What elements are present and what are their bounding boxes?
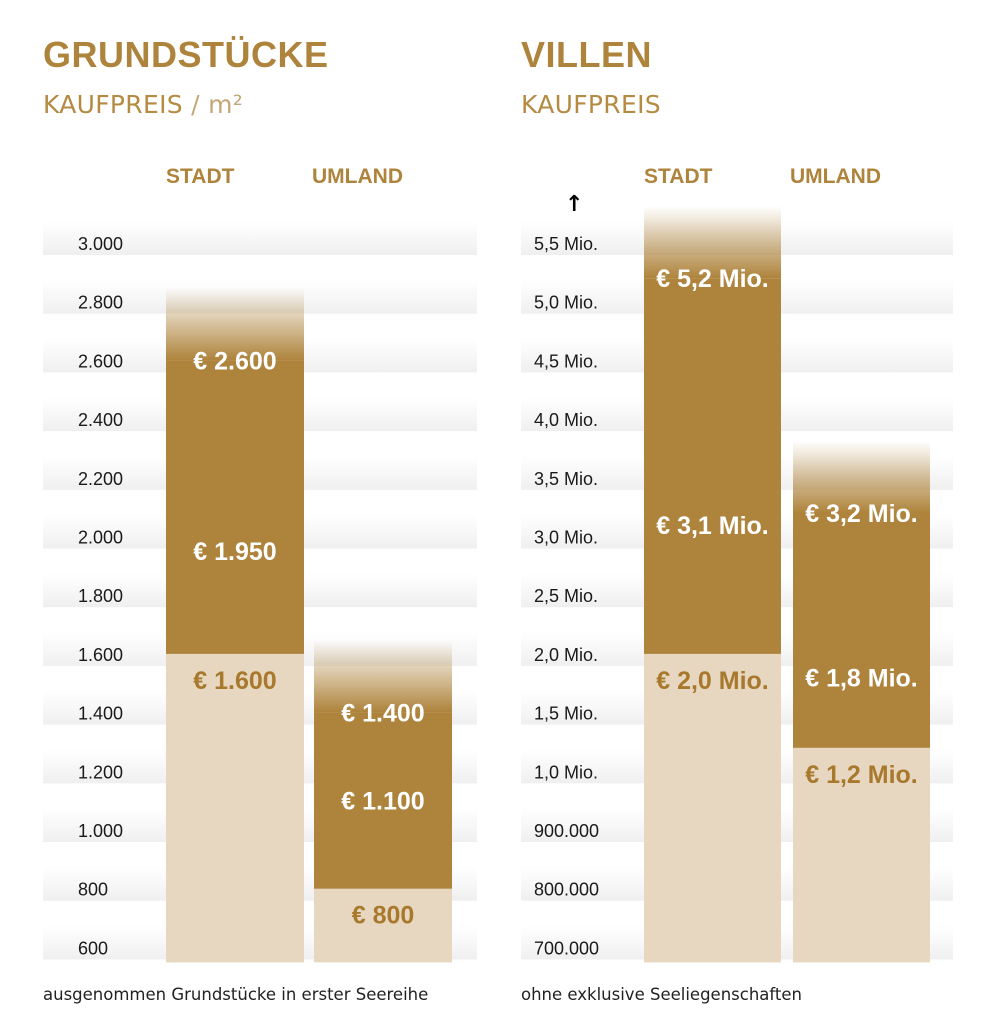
data-label-avg: € 1.100 xyxy=(341,788,424,816)
chart-grundstuecke: 3.000 2.800 2.600 2.400 2.200 2.000 1.800 1.600… xyxy=(43,221,477,963)
bar-segment-main xyxy=(644,278,781,654)
column-header-umland: UMLAND xyxy=(790,165,881,188)
y-tick-label: 1.800 xyxy=(78,586,123,606)
data-label-avg: € 1,8 Mio. xyxy=(805,664,918,692)
subtitle-separator: / xyxy=(182,90,209,119)
y-tick-label: 1,0 Mio. xyxy=(534,762,598,782)
y-tick-label: 2.800 xyxy=(78,293,123,313)
y-tick-label: 4,0 Mio. xyxy=(534,410,598,430)
y-tick-label: 5,0 Mio. xyxy=(534,293,598,313)
data-label-high: € 3,2 Mio. xyxy=(805,500,918,528)
subtitle-main: KAUFPREIS xyxy=(521,90,661,119)
y-tick-label: 3,5 Mio. xyxy=(534,469,598,489)
y-tick-label: 3,0 Mio. xyxy=(534,528,598,548)
data-label-avg: € 1.950 xyxy=(193,538,276,566)
data-label-high: € 5,2 Mio. xyxy=(656,265,769,293)
footnote: ohne exklusive Seeliegenschaften xyxy=(521,985,802,1004)
y-tick-label: 1,5 Mio. xyxy=(534,704,598,724)
footnote: ausgenommen Grundstücke in erster Seerei… xyxy=(43,985,429,1004)
y-tick-label: 2.000 xyxy=(78,528,123,548)
data-label-avg: € 3,1 Mio. xyxy=(656,512,769,540)
column-header-stadt: STADT xyxy=(644,165,713,188)
y-tick-label: 1.200 xyxy=(78,762,123,782)
data-label-high: € 2.600 xyxy=(193,347,276,375)
y-tick-label: 4,5 Mio. xyxy=(534,351,598,371)
y-tick-label: 1.400 xyxy=(78,704,123,724)
subtitle-unit: m² xyxy=(208,90,244,119)
bar-segment-low xyxy=(644,653,781,963)
y-tick-label: 2.600 xyxy=(78,351,123,371)
bar-segment-low xyxy=(166,653,304,963)
y-tick-label: 1.600 xyxy=(78,645,123,665)
chart-title: VILLEN xyxy=(521,34,653,75)
y-tick-label: 3.000 xyxy=(78,234,123,254)
y-tick-label: 2.200 xyxy=(78,469,123,489)
y-tick-label: 600 xyxy=(78,938,108,958)
data-label-low: € 800 xyxy=(352,902,415,930)
data-label-low: € 1,2 Mio. xyxy=(805,761,918,789)
y-tick-label: 2,0 Mio. xyxy=(534,645,598,665)
y-tick-label: 2.400 xyxy=(78,410,123,430)
chart-title: GRUNDSTÜCKE xyxy=(43,34,329,75)
subtitle-main: KAUFPREIS xyxy=(43,90,183,119)
y-tick-label: 2,5 Mio. xyxy=(534,586,598,606)
bar-segment-fade xyxy=(793,441,930,514)
chart-subtitle: KAUFPREIS xyxy=(521,90,661,119)
bar-segment-main xyxy=(314,712,452,889)
bar-segment-main xyxy=(793,513,930,748)
column-header-umland: UMLAND xyxy=(312,165,403,188)
data-label-low: € 2,0 Mio. xyxy=(656,667,769,695)
y-tick-label: 800.000 xyxy=(534,880,599,900)
bar-segment-fade xyxy=(644,206,781,279)
bar-segment-low xyxy=(314,888,452,963)
axis-arrow-up-icon: ↑ xyxy=(565,192,584,217)
y-tick-label: 800 xyxy=(78,880,108,900)
data-label-low: € 1.600 xyxy=(193,667,276,695)
panel-grundstuecke: GRUNDSTÜCKE KAUFPREIS / m² STADT UMLAND … xyxy=(0,0,497,1024)
y-tick-label: 1.000 xyxy=(78,821,123,841)
column-header-stadt: STADT xyxy=(166,165,235,188)
bar-segment-fade xyxy=(166,288,304,361)
bar-segment-main xyxy=(166,360,304,654)
y-tick-label: 5,5 Mio. xyxy=(534,234,598,254)
bar-segment-low xyxy=(793,747,930,963)
data-label-high: € 1.400 xyxy=(341,700,424,728)
grid-band xyxy=(43,221,477,255)
chart-subtitle: KAUFPREIS / m² xyxy=(43,90,243,119)
y-tick-label: 700.000 xyxy=(534,938,599,958)
bar-segment-fade xyxy=(314,640,452,713)
y-tick-label: 900.000 xyxy=(534,821,599,841)
